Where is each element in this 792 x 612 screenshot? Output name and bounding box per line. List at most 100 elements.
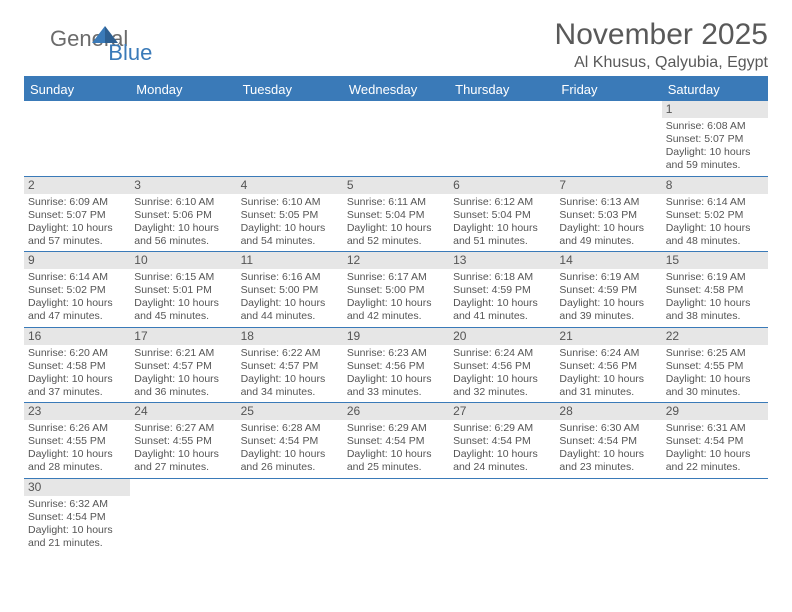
daylight-text: Daylight: 10 hours bbox=[239, 448, 341, 461]
day-cell: 10Sunrise: 6:15 AMSunset: 5:01 PMDayligh… bbox=[130, 252, 236, 327]
daylight-text: Daylight: 10 hours bbox=[664, 448, 766, 461]
day-cell: 18Sunrise: 6:22 AMSunset: 4:57 PMDayligh… bbox=[237, 328, 343, 403]
sunset-text: Sunset: 4:55 PM bbox=[26, 435, 128, 448]
sunset-text: Sunset: 4:54 PM bbox=[345, 435, 447, 448]
sunset-text: Sunset: 5:04 PM bbox=[451, 209, 553, 222]
sunset-text: Sunset: 4:55 PM bbox=[664, 360, 766, 373]
day-header: Sunday bbox=[24, 78, 130, 101]
sunset-text: Sunset: 5:05 PM bbox=[239, 209, 341, 222]
daylight-text: Daylight: 10 hours bbox=[345, 297, 447, 310]
sunrise-text: Sunrise: 6:19 AM bbox=[557, 271, 659, 284]
day-cell bbox=[237, 101, 343, 176]
sunset-text: Sunset: 4:54 PM bbox=[664, 435, 766, 448]
sunset-text: Sunset: 5:04 PM bbox=[345, 209, 447, 222]
day-cell: 6Sunrise: 6:12 AMSunset: 5:04 PMDaylight… bbox=[449, 177, 555, 252]
daylight-text: Daylight: 10 hours bbox=[557, 222, 659, 235]
day-number: 9 bbox=[24, 252, 130, 269]
sunset-text: Sunset: 5:07 PM bbox=[664, 133, 766, 146]
daylight-text: and 36 minutes. bbox=[132, 386, 234, 399]
day-header: Saturday bbox=[662, 78, 768, 101]
daylight-text: and 49 minutes. bbox=[557, 235, 659, 248]
day-number: 14 bbox=[555, 252, 661, 269]
day-cell: 1Sunrise: 6:08 AMSunset: 5:07 PMDaylight… bbox=[662, 101, 768, 176]
sunrise-text: Sunrise: 6:19 AM bbox=[664, 271, 766, 284]
day-number: 20 bbox=[449, 328, 555, 345]
sunset-text: Sunset: 4:57 PM bbox=[132, 360, 234, 373]
daylight-text: and 27 minutes. bbox=[132, 461, 234, 474]
daylight-text: and 22 minutes. bbox=[664, 461, 766, 474]
day-cell: 4Sunrise: 6:10 AMSunset: 5:05 PMDaylight… bbox=[237, 177, 343, 252]
daylight-text: Daylight: 10 hours bbox=[451, 373, 553, 386]
daylight-text: and 57 minutes. bbox=[26, 235, 128, 248]
day-cell: 20 Sunrise: 6:24 AMSunset: 4:56 PMDayligh… bbox=[449, 328, 555, 403]
sunset-text: Sunset: 4:57 PM bbox=[239, 360, 341, 373]
month-title: November 2025 bbox=[555, 18, 768, 52]
sunrise-text: Sunrise: 6:29 AM bbox=[451, 422, 553, 435]
daylight-text: and 42 minutes. bbox=[345, 310, 447, 323]
day-number: 29 bbox=[662, 403, 768, 420]
logo: GeneralBlue bbox=[24, 18, 174, 52]
sunset-text: Sunset: 5:00 PM bbox=[239, 284, 341, 297]
sunset-text: Sunset: 4:56 PM bbox=[451, 360, 553, 373]
daylight-text: and 56 minutes. bbox=[132, 235, 234, 248]
daylight-text: Daylight: 10 hours bbox=[26, 373, 128, 386]
daylight-text: and 47 minutes. bbox=[26, 310, 128, 323]
sunset-text: Sunset: 4:58 PM bbox=[664, 284, 766, 297]
daylight-text: Daylight: 10 hours bbox=[664, 222, 766, 235]
sunrise-text: Sunrise: 6:32 AM bbox=[26, 498, 128, 511]
daylight-text: and 52 minutes. bbox=[345, 235, 447, 248]
day-cell bbox=[343, 101, 449, 176]
day-cell bbox=[555, 101, 661, 176]
day-cell: 12Sunrise: 6:17 AMSunset: 5:00 PMDayligh… bbox=[343, 252, 449, 327]
daylight-text: Daylight: 10 hours bbox=[557, 448, 659, 461]
header: GeneralBlue November 2025 Al Khusus, Qal… bbox=[24, 18, 768, 72]
sunrise-text: Sunrise: 6:23 AM bbox=[345, 347, 447, 360]
sunrise-text: Sunrise: 6:10 AM bbox=[239, 196, 341, 209]
daylight-text: and 23 minutes. bbox=[557, 461, 659, 474]
sunrise-text: Sunrise: 6:29 AM bbox=[345, 422, 447, 435]
daylight-text: Daylight: 10 hours bbox=[132, 222, 234, 235]
day-cell bbox=[449, 479, 555, 554]
day-number: 21 bbox=[555, 328, 661, 345]
daylight-text: and 44 minutes. bbox=[239, 310, 341, 323]
week-row: 1Sunrise: 6:08 AMSunset: 5:07 PMDaylight… bbox=[24, 101, 768, 177]
daylight-text: and 24 minutes. bbox=[451, 461, 553, 474]
day-number: 1 bbox=[662, 101, 768, 118]
day-cell: 2Sunrise: 6:09 AMSunset: 5:07 PMDaylight… bbox=[24, 177, 130, 252]
day-cell: 7Sunrise: 6:13 AMSunset: 5:03 PMDaylight… bbox=[555, 177, 661, 252]
daylight-text: Daylight: 10 hours bbox=[132, 448, 234, 461]
week-row: 30Sunrise: 6:32 AMSunset: 4:54 PMDayligh… bbox=[24, 479, 768, 554]
sunrise-text: Sunrise: 6:27 AM bbox=[132, 422, 234, 435]
daylight-text: Daylight: 10 hours bbox=[664, 146, 766, 159]
day-cell: 8Sunrise: 6:14 AMSunset: 5:02 PMDaylight… bbox=[662, 177, 768, 252]
day-cell: 29Sunrise: 6:31 AMSunset: 4:54 PMDayligh… bbox=[662, 403, 768, 478]
sunset-text: Sunset: 5:06 PM bbox=[132, 209, 234, 222]
sunrise-text: Sunrise: 6:24 AM bbox=[451, 347, 553, 360]
day-number: 10 bbox=[130, 252, 236, 269]
day-number: 11 bbox=[237, 252, 343, 269]
sunrise-text: Sunrise: 6:15 AM bbox=[132, 271, 234, 284]
day-number: 5 bbox=[343, 177, 449, 194]
day-number: 25 bbox=[237, 403, 343, 420]
day-number: 12 bbox=[343, 252, 449, 269]
day-cell: 28Sunrise: 6:30 AMSunset: 4:54 PMDayligh… bbox=[555, 403, 661, 478]
day-header: Wednesday bbox=[343, 78, 449, 101]
daylight-text: and 48 minutes. bbox=[664, 235, 766, 248]
day-cell: 22Sunrise: 6:25 AMSunset: 4:55 PMDayligh… bbox=[662, 328, 768, 403]
day-number: 3 bbox=[130, 177, 236, 194]
sunrise-text: Sunrise: 6:26 AM bbox=[26, 422, 128, 435]
sunrise-text: Sunrise: 6:09 AM bbox=[26, 196, 128, 209]
sunrise-text: Sunrise: 6:21 AM bbox=[132, 347, 234, 360]
day-cell bbox=[662, 479, 768, 554]
day-cell: 15Sunrise: 6:19 AMSunset: 4:58 PMDayligh… bbox=[662, 252, 768, 327]
daylight-text: and 41 minutes. bbox=[451, 310, 553, 323]
daylight-text: Daylight: 10 hours bbox=[451, 448, 553, 461]
week-row: 2Sunrise: 6:09 AMSunset: 5:07 PMDaylight… bbox=[24, 177, 768, 253]
daylight-text: and 28 minutes. bbox=[26, 461, 128, 474]
day-number: 7 bbox=[555, 177, 661, 194]
day-number: 24 bbox=[130, 403, 236, 420]
sunset-text: Sunset: 4:54 PM bbox=[557, 435, 659, 448]
sunset-text: Sunset: 5:02 PM bbox=[26, 284, 128, 297]
daylight-text: and 38 minutes. bbox=[664, 310, 766, 323]
day-cell bbox=[24, 101, 130, 176]
